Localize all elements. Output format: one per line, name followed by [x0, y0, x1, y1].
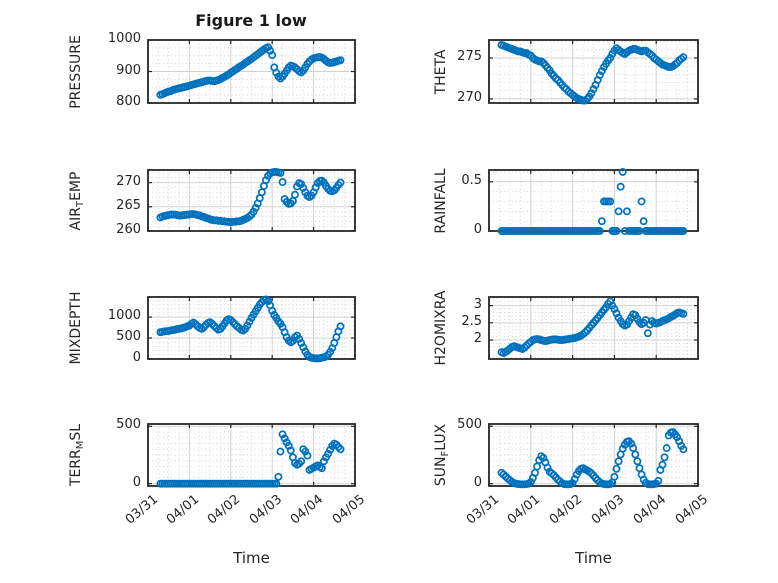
data-markers	[156, 167, 345, 227]
data-markers	[156, 43, 345, 99]
axis-ticks	[147, 297, 356, 360]
subplot-h2omixra	[488, 296, 699, 360]
y-tick-label: 800	[116, 94, 141, 109]
axis-ticks	[488, 297, 699, 359]
x-tick-label: 04/05	[672, 492, 711, 528]
axes-frame	[488, 169, 699, 232]
y-tick-label: 1000	[107, 31, 141, 46]
y-tick-label: 0.5	[461, 172, 482, 188]
data-markers	[497, 297, 688, 358]
data-markers	[156, 295, 345, 363]
y-tick-label: 2	[473, 331, 482, 347]
y-tick-label: 500	[116, 329, 141, 345]
subplot-air_temp	[147, 167, 356, 232]
y-tick-label: 500	[457, 417, 482, 433]
subplot-rainfall	[488, 168, 699, 235]
axes-frame	[147, 296, 356, 360]
y-tick-label: 0	[132, 350, 141, 365]
y-tick-label: 0	[132, 474, 141, 490]
subplot-theta	[488, 39, 699, 105]
x-tick-label: 04/04	[287, 492, 327, 528]
y-tick-label: 0	[473, 222, 482, 237]
x-axis-label: Time	[233, 549, 270, 567]
major-grid	[489, 170, 698, 231]
y-tick-label: 2.5	[461, 313, 482, 329]
x-tick-label: 04/05	[329, 492, 368, 528]
x-tick-label: 03/31	[122, 492, 161, 528]
figure-title: Figure 1 low	[195, 11, 307, 30]
y-tick-label: 270	[116, 173, 141, 189]
data-markers	[497, 428, 688, 489]
y-tick-label: 3	[473, 296, 482, 312]
y-tick-label: 275	[457, 49, 482, 64]
x-tick-label: 04/01	[163, 492, 203, 528]
x-tick-label: 04/04	[630, 492, 669, 528]
data-markers	[497, 168, 688, 235]
axes-frame	[488, 423, 699, 487]
x-tick-label: 04/02	[546, 492, 586, 528]
y-tick-label: 265	[116, 197, 141, 213]
subplot-mixdepth	[147, 295, 356, 363]
x-tick-label: 03/31	[463, 492, 502, 528]
y-tick-label: 1000	[107, 308, 141, 324]
axis-ticks	[488, 40, 699, 103]
axes-frame	[488, 39, 699, 104]
y-tick-label: 0	[473, 474, 482, 490]
axes-frame	[488, 296, 699, 360]
data-markers	[497, 40, 688, 105]
subplot-terr_msl	[147, 423, 356, 488]
minor-grid	[489, 170, 698, 231]
y-axis-label-subscript: F	[440, 450, 451, 457]
x-tick-label: 04/01	[505, 492, 544, 528]
axis-ticks	[147, 39, 356, 104]
x-tick-label: 04/02	[205, 492, 244, 528]
y-tick-label: 260	[116, 222, 141, 237]
major-grid	[148, 170, 355, 231]
data-markers	[156, 430, 345, 488]
y-tick-label: 500	[116, 417, 141, 433]
x-tick-label: 04/03	[588, 492, 628, 528]
subplot-sun_flux	[488, 423, 699, 489]
y-axis-label-subscript: M	[75, 440, 86, 450]
y-tick-label: 270	[457, 89, 482, 105]
axes-frame	[147, 169, 356, 232]
axis-ticks	[147, 170, 356, 232]
x-tick-label: 04/03	[246, 492, 285, 528]
subplot-pressure	[147, 39, 356, 104]
x-axis-label: Time	[575, 549, 612, 567]
axis-ticks	[147, 424, 356, 486]
minor-grid	[489, 424, 698, 486]
y-tick-label: 900	[116, 62, 141, 78]
